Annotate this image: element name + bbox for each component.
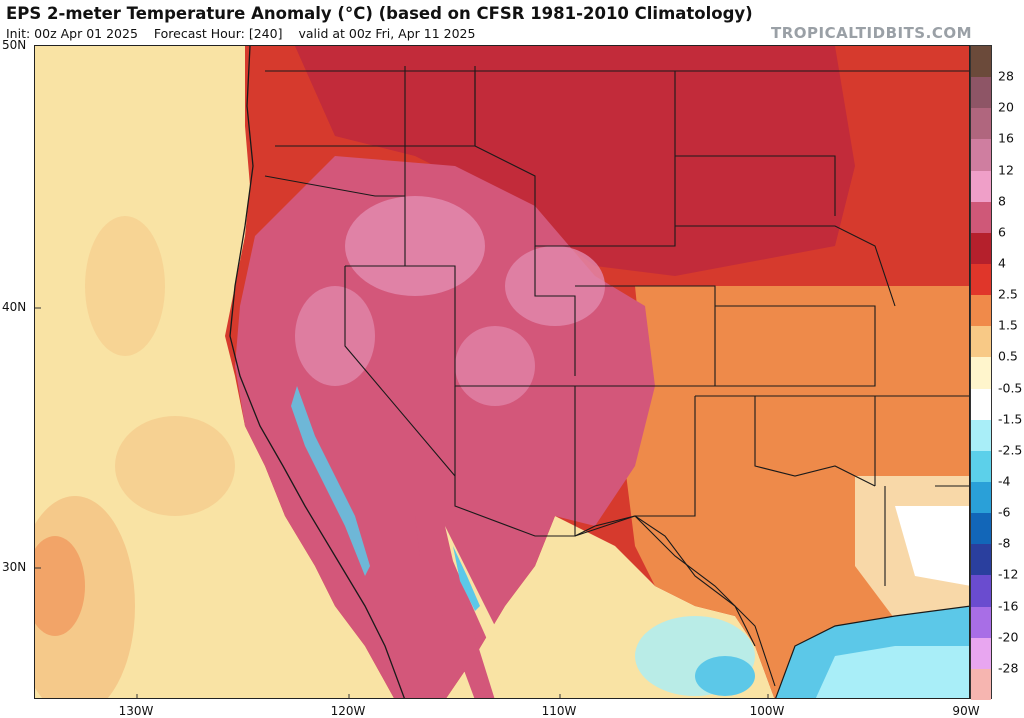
colorbar-swatch bbox=[971, 295, 991, 327]
warm-anomaly-core bbox=[505, 246, 605, 326]
anomaly-map bbox=[34, 45, 970, 699]
ocean-anomaly-patch bbox=[115, 416, 235, 516]
latitude-label: 30N bbox=[2, 560, 27, 574]
colorbar-swatch bbox=[971, 481, 991, 514]
colorbar-swatch bbox=[971, 170, 991, 202]
colorbar-swatch bbox=[971, 139, 991, 171]
colorbar-tick-label: -6 bbox=[998, 504, 1011, 520]
colorbar-tick-label: 8 bbox=[998, 193, 1006, 209]
warm-anomaly-core bbox=[295, 286, 375, 386]
colorbar-tick-label: 2.5 bbox=[998, 286, 1018, 302]
longitude-label: 130W bbox=[118, 704, 154, 718]
colorbar-tick-label: 12 bbox=[998, 162, 1014, 178]
colorbar-swatch bbox=[971, 606, 991, 638]
map-canvas bbox=[35, 46, 969, 698]
neutral-region bbox=[895, 506, 969, 586]
state-borders bbox=[264, 66, 969, 647]
longitude-label: 120W bbox=[330, 704, 366, 718]
graticule-ticks bbox=[35, 307, 769, 698]
ocean-anomaly-patch bbox=[35, 536, 85, 636]
colorbar-swatch bbox=[971, 544, 991, 576]
colorbar-tick-label: -16 bbox=[998, 598, 1019, 614]
colorbar-tick-label: 6 bbox=[998, 224, 1006, 240]
ocean-anomaly-patch bbox=[85, 216, 165, 356]
northern-rockies-region bbox=[295, 46, 855, 276]
colorbar-swatch bbox=[971, 419, 991, 451]
valid-time: valid at 00z Fri, Apr 11 2025 bbox=[298, 26, 476, 41]
colorbar-tick-label: -12 bbox=[998, 566, 1019, 582]
colorbar-swatch bbox=[971, 232, 991, 264]
colorbar-tick-label: 16 bbox=[998, 130, 1014, 146]
latitude-label: 40N bbox=[2, 300, 27, 314]
warm-anomaly-core bbox=[455, 326, 535, 406]
longitude-label: 100W bbox=[749, 704, 785, 718]
colorbar-swatch bbox=[971, 77, 991, 109]
colorbar-tick-label: -4 bbox=[998, 473, 1011, 489]
colorbar-swatch bbox=[971, 326, 991, 358]
colorbar-tick-label: -8 bbox=[998, 535, 1011, 551]
chart-title: EPS 2-meter Temperature Anomaly (°C) (ba… bbox=[6, 4, 753, 23]
colorbar-tick-label: -0.5 bbox=[998, 380, 1023, 396]
colorbar-swatch bbox=[971, 263, 991, 296]
colorbar-swatch bbox=[971, 637, 991, 669]
colorbar-swatch bbox=[971, 668, 991, 700]
gulf-coastline bbox=[775, 605, 969, 698]
forecast-hour: Forecast Hour: [240] bbox=[153, 26, 283, 41]
longitude-label: 90W bbox=[952, 704, 980, 718]
colorbar-tick-label: 1.5 bbox=[998, 317, 1018, 333]
colorbar-swatch bbox=[971, 513, 991, 545]
colorbar-tick-label: 28 bbox=[998, 68, 1014, 84]
colorbar-tick-label: 4 bbox=[998, 255, 1006, 271]
colorbar-swatch bbox=[971, 201, 991, 233]
mexico-border bbox=[574, 515, 776, 687]
cool-anomaly-patch bbox=[695, 656, 755, 696]
colorbar-tick-label: -2.5 bbox=[998, 442, 1023, 458]
colorbar-swatch bbox=[971, 388, 991, 420]
colorbar-tick-label: -1.5 bbox=[998, 411, 1023, 427]
run-info: Init: 00z Apr 01 2025 Forecast Hour: [24… bbox=[6, 26, 487, 41]
longitude-label: 110W bbox=[541, 704, 577, 718]
colorbar-tick-label: 0.5 bbox=[998, 348, 1018, 364]
colorbar-tick-label: -28 bbox=[998, 660, 1019, 676]
colorbar-swatch bbox=[971, 575, 991, 607]
colorbar-swatch bbox=[971, 450, 991, 482]
colorbar-tick-label: -20 bbox=[998, 629, 1019, 645]
colorbar-swatch bbox=[971, 357, 991, 389]
colorbar-swatch bbox=[971, 108, 991, 140]
brand-watermark: TROPICALTIDBITS.COM bbox=[771, 24, 972, 42]
coastal-cool-strip bbox=[291, 386, 370, 576]
warm-anomaly-core bbox=[345, 196, 485, 296]
latitude-label: 50N bbox=[2, 38, 27, 52]
pacific-coastline bbox=[229, 46, 405, 698]
colorbar-swatch bbox=[971, 46, 991, 78]
init-time: Init: 00z Apr 01 2025 bbox=[6, 26, 138, 41]
colorbar-legend bbox=[970, 45, 992, 700]
gulf-of-mexico-cool bbox=[815, 646, 969, 698]
gulf-of-california-cool bbox=[453, 546, 480, 611]
baja-peninsula bbox=[415, 516, 495, 698]
colorbar-tick-label: 20 bbox=[998, 99, 1014, 115]
